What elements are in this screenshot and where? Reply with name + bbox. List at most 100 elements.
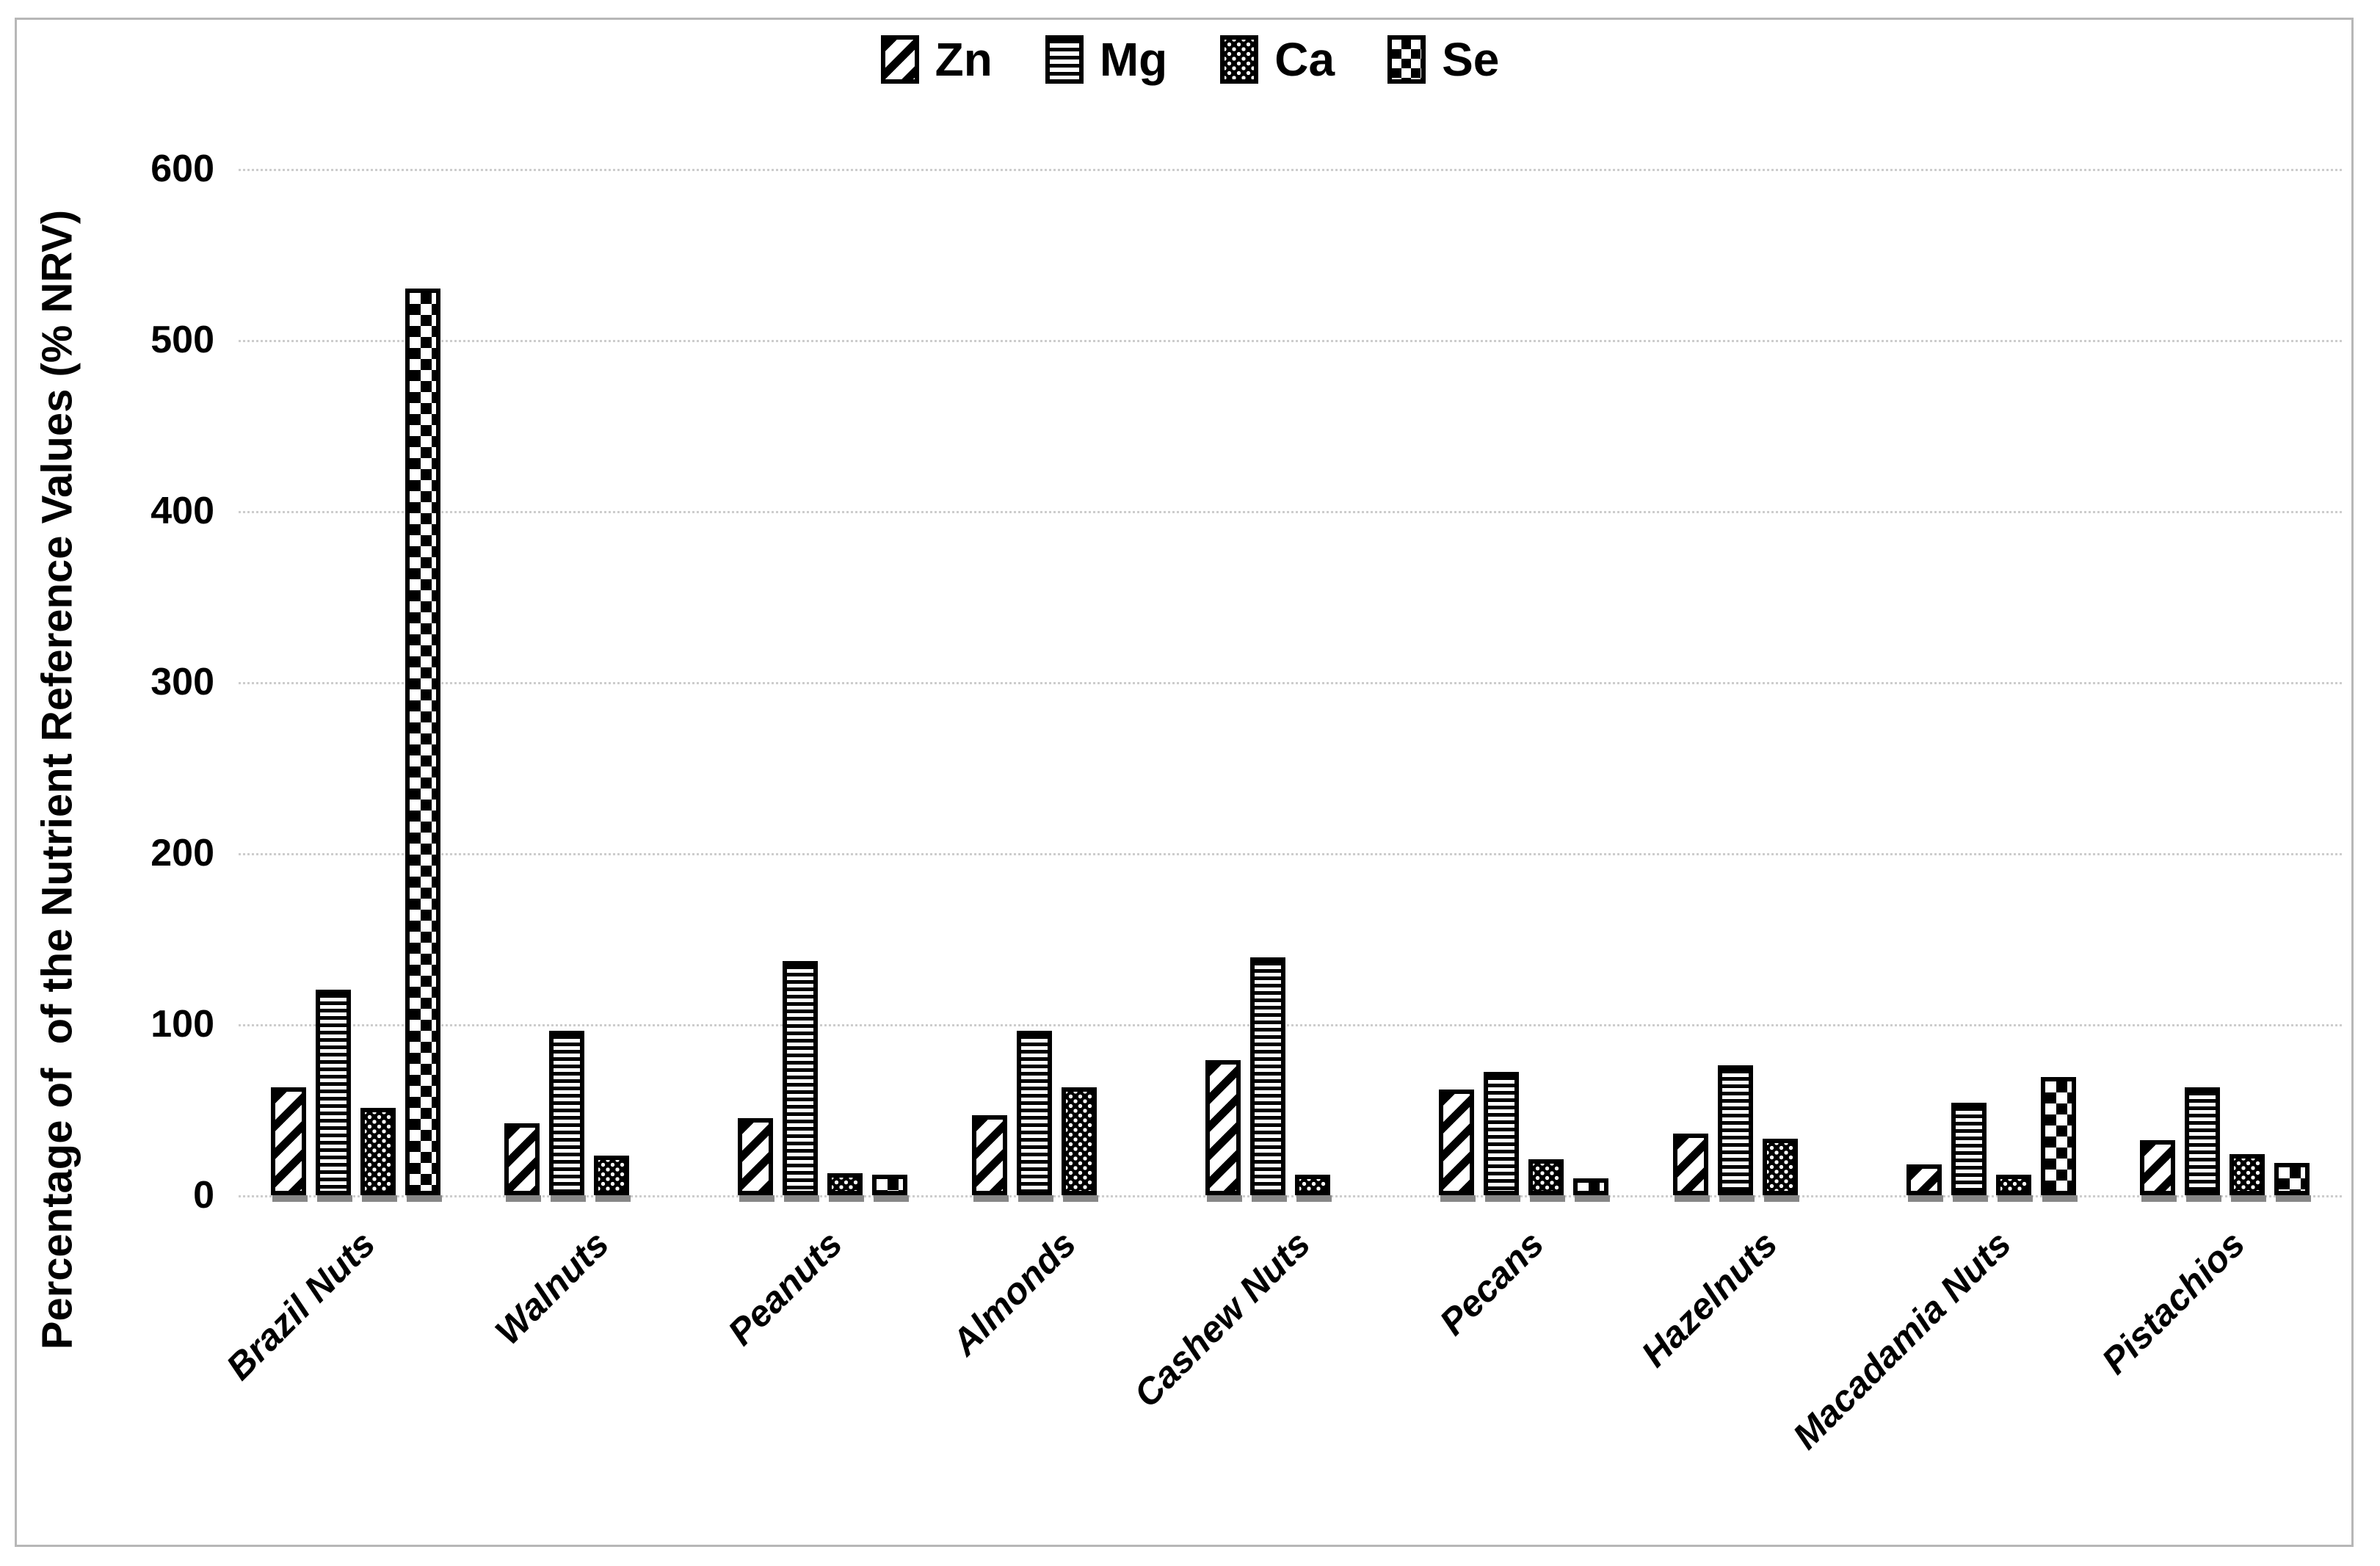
bar-zn-hazelnuts [1672,1134,1710,1202]
category-label-pistachios: Pistachios [2093,1222,2253,1382]
y-tick-label-0: 0 [193,1174,214,1217]
bar-zn-macadamia-nuts [1906,1164,1943,1202]
legend-label: Zn [935,33,993,86]
bar-slot [1439,169,1476,1203]
bar-group-macadamia-nuts [1874,169,2108,1202]
category-cell: Walnuts [472,1195,705,1548]
bar-group-almonds [940,169,1173,1202]
bar-slot [270,169,308,1202]
gridline-500 [239,340,2342,342]
category-cell: Pistachios [2094,1195,2342,1548]
bar-mg-hazelnuts [1717,1065,1755,1203]
bar-group-peanuts [706,169,940,1203]
bar-group-pistachios [2108,169,2342,1203]
bar-se-brazil-nuts [404,289,442,1202]
bar-mg-pistachios [2185,1087,2222,1202]
bar-slot [2140,169,2177,1202]
bar-group-walnuts [472,169,705,1202]
bars-row [239,169,2342,1203]
bar-ca-walnuts [593,1156,631,1202]
bar-slot [1995,169,2033,1202]
bar-ca-almonds [1061,1087,1098,1202]
bar-slot [593,169,631,1202]
legend-label: Ca [1274,33,1335,86]
bar-ca-macadamia-nuts [1995,1175,2033,1202]
bar-slot [1906,169,1943,1202]
y-tick-label-200: 200 [150,832,214,874]
bar-slot [1762,169,1799,1202]
bar-group-brazil-nuts [239,169,472,1202]
bar-slot [639,169,674,1195]
legend-label: Mg [1099,33,1168,86]
gridline-400 [239,511,2342,513]
checkerboard-swatch-icon [1387,35,1426,84]
bar-group-pecans [1407,169,1641,1203]
bar-slot [783,169,820,1203]
bar-ca-pistachios [2230,1154,2267,1202]
bar-slot [404,169,442,1202]
bar-mg-pecans [1484,1072,1521,1202]
bar-slot [2185,169,2222,1202]
bar-group-hazelnuts [1641,169,1874,1203]
y-tick-label-600: 600 [150,148,214,190]
bar-zn-pistachios [2140,1140,2177,1202]
bar-mg-almonds [1016,1031,1053,1202]
y-tick-label-300: 300 [150,661,214,703]
bar-slot [315,169,352,1202]
gridline-600 [239,169,2342,171]
bar-ca-hazelnuts [1762,1139,1799,1202]
gridline-300 [239,682,2342,684]
bar-mg-cashew-nuts [1249,957,1287,1202]
category-label-peanuts: Peanuts [720,1222,851,1354]
bar-slot [1340,169,1375,1195]
y-tick-label-500: 500 [150,319,214,361]
legend-item-Se: Se [1387,35,1499,84]
bar-mg-brazil-nuts [315,990,352,1202]
bar-slot [2230,169,2267,1202]
bar-se-pecans [1573,1178,1611,1203]
bar-zn-pecans [1439,1089,1476,1203]
y-tick-label-100: 100 [150,1003,214,1045]
legend-label: Se [1442,33,1500,86]
gridline-100 [239,1024,2342,1026]
bar-mg-peanuts [783,960,820,1203]
category-label-pecans: Pecans [1431,1222,1552,1344]
legend-item-Mg: Mg [1045,35,1167,84]
bar-slot [971,169,1009,1202]
bar-slot [1106,169,1142,1195]
bar-slot [548,169,586,1202]
bar-group-cashew-nuts [1173,169,1407,1203]
gridline-0 [239,1195,2342,1197]
bar-slot [1016,169,1053,1202]
bar-zn-almonds [971,1114,1009,1202]
bar-se-macadamia-nuts [2040,1077,2078,1202]
category-label-brazil-nuts: Brazil Nuts [218,1222,383,1388]
bar-slot [1249,169,1287,1202]
y-tick-label-400: 400 [150,490,214,532]
category-label-hazelnuts: Hazelnuts [1633,1222,1785,1375]
bar-ca-pecans [1528,1159,1566,1202]
category-cell: Macadamia Nuts [1785,1195,2108,1548]
category-label-walnuts: Walnuts [487,1222,617,1353]
bar-slot [504,169,541,1202]
bar-slot [872,169,910,1202]
bar-mg-walnuts [548,1031,586,1202]
category-cell: Pecans [1407,1195,1641,1548]
gridline-200 [239,853,2342,855]
bar-slot [360,169,397,1202]
bar-zn-walnuts [504,1123,541,1202]
category-cell: Hazelnuts [1633,1195,1874,1548]
category-labels-row: Brazil Nuts Walnuts Peanuts Almonds Cashew N… [218,1195,2342,1548]
category-cell: Brazil Nuts [218,1195,472,1548]
plot-area [239,169,2342,1203]
bar-slot [1294,169,1332,1202]
bar-slot [1717,169,1755,1203]
bar-zn-peanuts [738,1118,775,1202]
bar-se-pistachios [2274,1162,2312,1203]
bar-slot [1951,169,1988,1202]
bar-zn-brazil-nuts [270,1087,308,1202]
bar-slot [2274,169,2312,1203]
bar-slot [1573,169,1611,1203]
bar-slot [1672,169,1710,1202]
